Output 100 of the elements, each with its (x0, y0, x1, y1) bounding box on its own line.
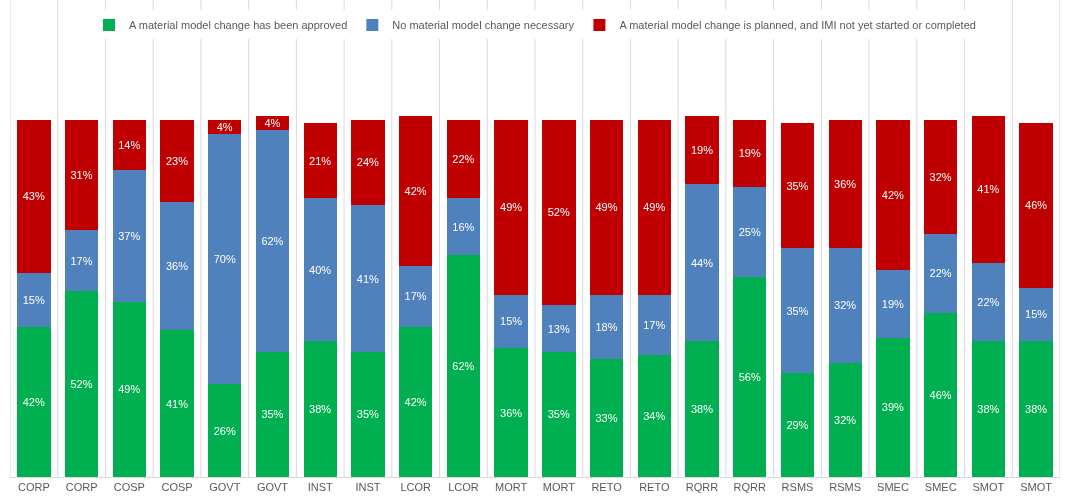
x-tick-label: RSMS (829, 481, 862, 494)
data-label: 19% (881, 297, 905, 310)
data-label: 52% (547, 206, 570, 219)
bar (733, 187, 767, 277)
legend-label: A material model change is planned, and IMI not yet started or completed (619, 19, 976, 32)
data-label: 46% (1025, 199, 1048, 212)
bar (160, 330, 194, 477)
bar (494, 119, 528, 295)
data-label: 42% (404, 395, 427, 408)
x-tick-label: LCOR (400, 481, 432, 494)
data-label: 4% (216, 120, 233, 133)
bar (398, 115, 433, 267)
x-tick-label: SMOT (1020, 481, 1053, 494)
data-label: 22% (452, 152, 475, 165)
bar (589, 119, 624, 295)
data-label: 16% (452, 220, 475, 233)
bar (1019, 123, 1053, 288)
x-tick-label: MORT (542, 481, 576, 494)
legend-label: A material model change has been approved (129, 19, 348, 32)
x-tick-label: INST (355, 481, 381, 494)
data-label: 15% (22, 294, 45, 307)
x-tick-label: RETO (591, 481, 623, 494)
data-label: 4% (264, 117, 281, 130)
bar (828, 248, 862, 363)
bar (1019, 341, 1053, 477)
bar (923, 119, 958, 234)
bar (542, 119, 576, 306)
data-label: 62% (452, 360, 475, 373)
bar (923, 233, 958, 313)
data-label: 39% (881, 401, 905, 414)
data-label: 21% (309, 154, 332, 167)
data-label: 32% (834, 413, 857, 426)
bar (542, 305, 576, 352)
bar (971, 262, 1006, 342)
x-tick-label: GOVT (209, 481, 241, 494)
data-label: 35% (547, 408, 570, 421)
data-label: 15% (500, 315, 523, 328)
bar (971, 115, 1006, 263)
data-label: 42% (404, 185, 427, 197)
data-label: 38% (1025, 403, 1048, 416)
bar (255, 351, 290, 477)
data-label: 41% (165, 397, 189, 410)
data-label: 33% (595, 412, 618, 425)
bar (303, 341, 337, 477)
data-label: 15% (1025, 308, 1048, 321)
data-label: 32% (929, 170, 952, 183)
bar (351, 351, 385, 477)
data-label: 22% (977, 295, 1000, 308)
bar (351, 205, 385, 352)
data-label: 35% (786, 304, 809, 317)
bar (876, 337, 910, 477)
data-label: 49% (643, 201, 666, 214)
bar (780, 248, 815, 374)
data-label: 34% (643, 410, 666, 423)
bar (637, 119, 672, 295)
bar (446, 119, 481, 199)
x-tick-label: RSMS (781, 481, 814, 494)
bar (494, 294, 528, 349)
bar (446, 255, 481, 477)
bar (1019, 287, 1053, 342)
data-label: 49% (595, 201, 618, 214)
data-label: 62% (261, 235, 284, 248)
bar (446, 198, 481, 256)
bar (112, 119, 147, 170)
data-label: 37% (118, 229, 141, 242)
x-tick-label: SMOT (972, 481, 1005, 494)
data-label: 14% (118, 138, 141, 151)
bar (208, 384, 242, 477)
x-tick-label: INST (307, 481, 334, 494)
data-label: 49% (118, 383, 141, 396)
data-label: 13% (547, 322, 570, 335)
data-label: 35% (786, 179, 809, 192)
bar (589, 359, 624, 477)
bar (112, 301, 147, 477)
legend-label: No material model change necessary (392, 19, 575, 32)
bar (637, 355, 672, 477)
bar (17, 326, 51, 477)
data-label: 32% (834, 299, 857, 312)
data-label: 26% (213, 424, 236, 437)
x-tick-label: RQRR (685, 481, 719, 494)
data-label: 56% (738, 370, 761, 383)
data-label: 24% (356, 156, 380, 169)
bar (876, 119, 910, 270)
data-label: 22% (929, 267, 952, 280)
data-label: 36% (165, 260, 189, 273)
bar (494, 348, 528, 477)
bar (160, 119, 194, 202)
data-label: 31% (70, 168, 93, 181)
bar (351, 119, 385, 206)
data-label: 25% (738, 226, 761, 239)
bar (971, 341, 1006, 477)
x-tick-label: SMEC (877, 481, 909, 494)
x-tick-label: GOVT (256, 481, 289, 494)
x-tick-label: COSP (161, 481, 193, 494)
bar (303, 123, 337, 199)
bar (303, 198, 337, 342)
bar (637, 294, 672, 356)
bar (255, 130, 290, 352)
x-tick-label: CORP (65, 481, 98, 494)
data-label: 36% (834, 177, 857, 190)
